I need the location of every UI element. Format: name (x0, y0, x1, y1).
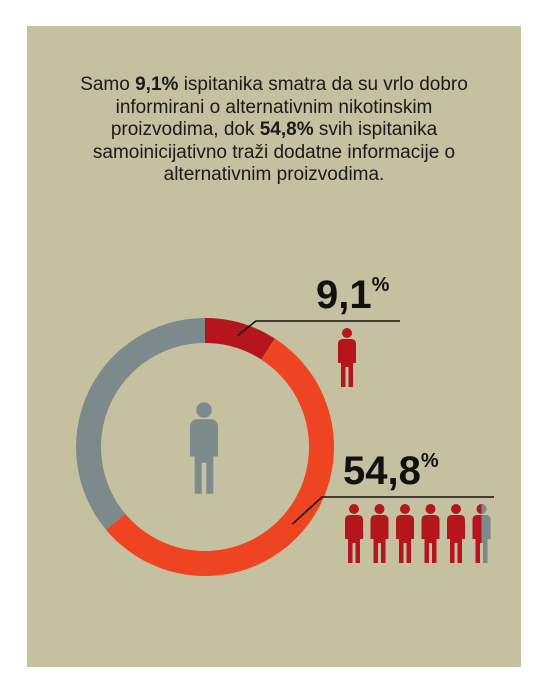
data-label-segment-1: 9,1% (316, 273, 390, 317)
person-icon-segment-2-1 (345, 504, 363, 563)
person-icon-segment-2-5 (447, 504, 465, 563)
person-icon-segment-2-2 (370, 504, 389, 563)
leader-lines (237, 320, 494, 525)
person-icon-segment-1-1 (338, 328, 356, 387)
person-icons-segment-2 (345, 504, 491, 563)
data-label-2-unit: % (421, 450, 439, 472)
headline-text: Samo 9,1% ispitanika smatra da su vrlo d… (67, 74, 481, 187)
donut-segment-2 (106, 338, 335, 577)
data-label-2-number: 54,8 (343, 449, 421, 493)
headline-part-1: Samo (80, 74, 136, 95)
center-person-figure (190, 402, 218, 494)
data-label-1-number: 9,1 (316, 273, 372, 317)
donut-segment-1 (205, 318, 275, 360)
person-icon-segment-2-3 (396, 504, 414, 563)
headline-part-3: svih ispitanika samoinicijativno traži d… (92, 119, 456, 185)
person-icons-segment-1 (338, 328, 356, 387)
leader-line-2 (291, 496, 494, 525)
person-icon-segment-2-partial (472, 504, 491, 563)
headline-value-2: 54,8% (259, 119, 314, 140)
person-icon-segment-2-4 (421, 504, 440, 563)
leader-line-1 (237, 320, 400, 336)
center-person-icon (190, 402, 218, 494)
donut-ring (76, 318, 335, 577)
headline-part-2: ispitanika smatra da su vrlo dobro infor… (110, 74, 468, 140)
data-label-segment-2: 54,8% (343, 449, 439, 493)
headline-value-1: 9,1% (135, 74, 179, 95)
data-label-1-unit: % (372, 274, 390, 296)
donut-segment-remainder (76, 318, 205, 530)
infographic-card: Samo 9,1% ispitanika smatra da su vrlo d… (27, 26, 521, 667)
